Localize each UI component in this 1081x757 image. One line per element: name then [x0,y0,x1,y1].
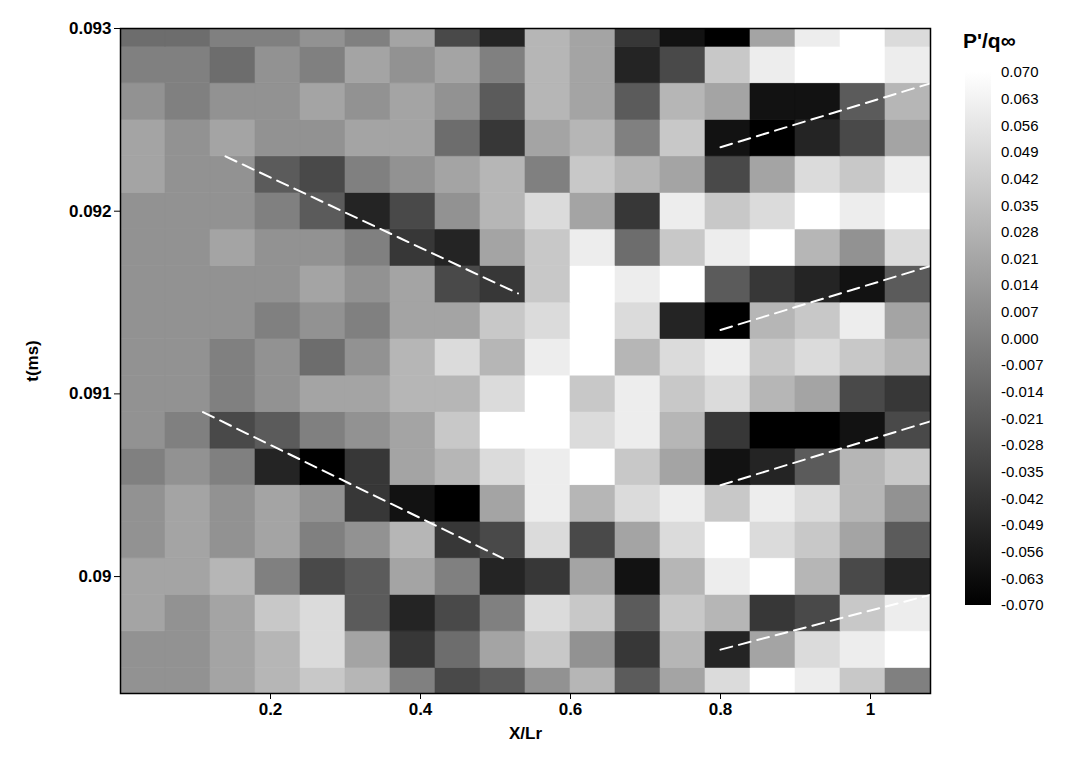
svg-text:0.007: 0.007 [1001,303,1039,320]
svg-text:-0.070: -0.070 [1001,596,1044,613]
svg-text:-0.014: -0.014 [1001,383,1044,400]
svg-text:-0.035: -0.035 [1001,463,1044,480]
svg-text:-0.049: -0.049 [1001,516,1044,533]
svg-text:0.2: 0.2 [259,700,283,719]
svg-text:0.093: 0.093 [69,19,112,38]
svg-text:X/Lr: X/Lr [509,724,542,743]
svg-text:0.049: 0.049 [1001,143,1039,160]
svg-text:t(ms): t(ms) [23,340,42,382]
svg-text:-0.028: -0.028 [1001,436,1044,453]
svg-text:0.6: 0.6 [559,700,583,719]
svg-text:0.021: 0.021 [1001,250,1039,267]
svg-text:-0.021: -0.021 [1001,410,1044,427]
svg-text:0.4: 0.4 [409,700,433,719]
svg-text:0.09: 0.09 [78,567,111,586]
svg-text:P'/q∞: P'/q∞ [963,29,1016,52]
svg-text:0.042: 0.042 [1001,170,1039,187]
svg-text:0.000: 0.000 [1001,330,1039,347]
svg-text:0.063: 0.063 [1001,90,1039,107]
svg-text:0.028: 0.028 [1001,223,1039,240]
svg-text:0.070: 0.070 [1001,63,1039,80]
svg-text:0.091: 0.091 [69,384,112,403]
svg-text:0.8: 0.8 [709,700,733,719]
svg-text:-0.063: -0.063 [1001,570,1044,587]
svg-text:1: 1 [866,700,875,719]
svg-text:-0.042: -0.042 [1001,490,1044,507]
svg-text:0.092: 0.092 [69,202,112,221]
svg-text:0.035: 0.035 [1001,197,1039,214]
svg-text:0.014: 0.014 [1001,276,1039,293]
svg-text:-0.007: -0.007 [1001,356,1044,373]
svg-text:-0.056: -0.056 [1001,543,1044,560]
svg-text:0.056: 0.056 [1001,117,1039,134]
